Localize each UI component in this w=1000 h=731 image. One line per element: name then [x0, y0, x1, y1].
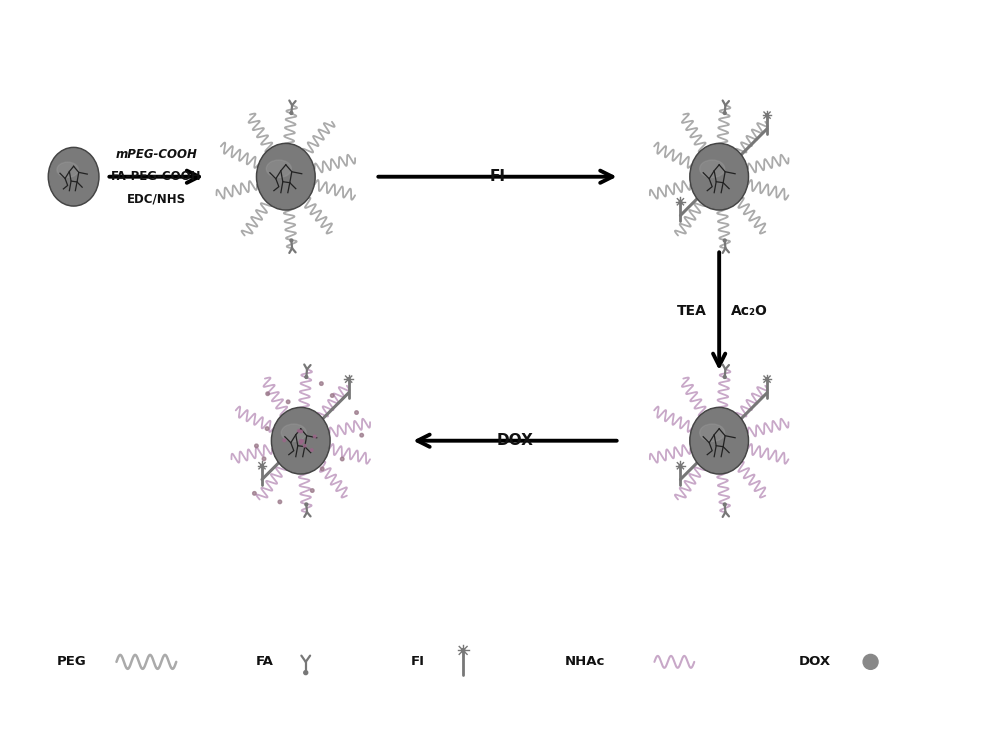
- Text: FI: FI: [410, 656, 424, 668]
- Ellipse shape: [50, 149, 98, 205]
- Circle shape: [297, 430, 300, 432]
- Circle shape: [766, 114, 768, 116]
- Circle shape: [723, 112, 726, 115]
- Ellipse shape: [690, 407, 749, 474]
- Circle shape: [723, 239, 726, 242]
- Circle shape: [347, 378, 350, 380]
- Circle shape: [299, 439, 302, 442]
- Circle shape: [679, 200, 682, 203]
- Text: FA-PEG-COOH: FA-PEG-COOH: [111, 170, 202, 183]
- Text: DOX: DOX: [497, 433, 533, 448]
- Circle shape: [723, 503, 726, 506]
- Text: FI: FI: [490, 169, 506, 184]
- Circle shape: [313, 435, 316, 438]
- Circle shape: [303, 444, 306, 447]
- Text: DOX: DOX: [799, 656, 831, 668]
- Circle shape: [300, 442, 302, 444]
- Circle shape: [286, 400, 290, 404]
- Circle shape: [320, 382, 323, 385]
- Ellipse shape: [48, 148, 99, 206]
- Text: PEG: PEG: [57, 656, 86, 668]
- Circle shape: [340, 457, 344, 461]
- Ellipse shape: [57, 162, 78, 178]
- Circle shape: [305, 503, 308, 506]
- Ellipse shape: [700, 424, 725, 442]
- Circle shape: [304, 670, 308, 675]
- Circle shape: [461, 648, 465, 652]
- Circle shape: [283, 439, 286, 442]
- Circle shape: [300, 440, 302, 443]
- Circle shape: [355, 411, 358, 414]
- Ellipse shape: [281, 424, 306, 442]
- Text: Ac₂O: Ac₂O: [731, 304, 768, 318]
- Text: mPEG-COOH: mPEG-COOH: [115, 148, 197, 162]
- Text: FA: FA: [256, 656, 274, 668]
- Circle shape: [320, 467, 324, 471]
- Circle shape: [310, 489, 314, 493]
- Circle shape: [863, 654, 878, 670]
- Circle shape: [253, 491, 256, 495]
- Ellipse shape: [691, 409, 747, 473]
- Circle shape: [360, 433, 363, 437]
- Text: EDC/NHS: EDC/NHS: [127, 192, 186, 205]
- Ellipse shape: [258, 145, 314, 208]
- Circle shape: [301, 440, 304, 442]
- Circle shape: [266, 392, 269, 395]
- Circle shape: [290, 239, 293, 242]
- Circle shape: [766, 378, 768, 380]
- Circle shape: [261, 464, 263, 467]
- Ellipse shape: [273, 409, 329, 473]
- Ellipse shape: [271, 407, 330, 474]
- Ellipse shape: [691, 145, 747, 208]
- Ellipse shape: [266, 160, 291, 178]
- Circle shape: [262, 457, 266, 461]
- Ellipse shape: [690, 143, 749, 210]
- Circle shape: [290, 112, 293, 115]
- Circle shape: [330, 394, 334, 398]
- Circle shape: [300, 430, 302, 433]
- Circle shape: [265, 427, 269, 431]
- Circle shape: [255, 444, 258, 447]
- Circle shape: [310, 449, 313, 451]
- Ellipse shape: [256, 143, 315, 210]
- Text: NHAc: NHAc: [565, 656, 605, 668]
- Text: TEA: TEA: [677, 304, 707, 318]
- Circle shape: [679, 464, 682, 467]
- Ellipse shape: [700, 160, 725, 178]
- Circle shape: [305, 376, 308, 379]
- Circle shape: [723, 376, 726, 379]
- Circle shape: [278, 500, 282, 504]
